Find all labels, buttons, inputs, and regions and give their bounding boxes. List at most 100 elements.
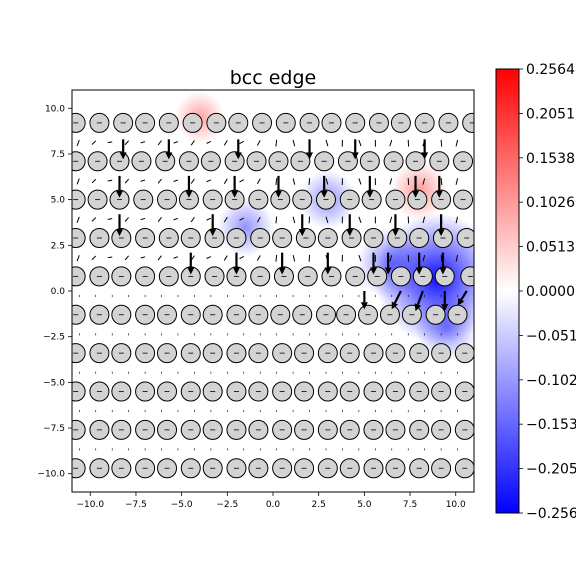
x-tick-label: −2.5 bbox=[216, 500, 238, 510]
y-tick-label: 2.5 bbox=[51, 241, 65, 251]
x-tick-label: −7.5 bbox=[125, 500, 147, 510]
small-arrow bbox=[157, 255, 162, 261]
displacement-arrow-head bbox=[116, 229, 124, 237]
small-arrow bbox=[455, 139, 459, 147]
small-arrow bbox=[389, 255, 393, 262]
small-arrow bbox=[76, 216, 80, 223]
small-arrow bbox=[389, 178, 393, 185]
displacement-arrow-head bbox=[346, 229, 354, 237]
small-arrow bbox=[256, 255, 261, 261]
displacement-arrow-head bbox=[324, 267, 332, 275]
displacement-arrow-head bbox=[116, 190, 124, 198]
small-arrow bbox=[157, 178, 162, 184]
small-arrow bbox=[223, 140, 228, 146]
small-arrow bbox=[107, 141, 113, 144]
small-arrow bbox=[91, 140, 97, 145]
atom bbox=[72, 343, 86, 364]
colorbar-tick-label: 0.1538 bbox=[526, 151, 575, 167]
chart-title: bcc edge bbox=[230, 67, 317, 89]
displacement-arrows bbox=[116, 139, 468, 312]
displacement-arrow-head bbox=[366, 190, 374, 198]
small-arrow bbox=[440, 254, 443, 262]
displacement-arrow-head bbox=[234, 152, 242, 160]
small-arrow bbox=[223, 255, 228, 261]
displacement-arrow bbox=[393, 290, 402, 304]
small-arrow bbox=[173, 141, 179, 144]
displacement-arrow-head bbox=[437, 229, 445, 237]
displacement-arrow bbox=[460, 290, 468, 301]
atom bbox=[460, 266, 474, 287]
small-arrow bbox=[455, 216, 459, 224]
displacement-arrow-head bbox=[298, 229, 306, 237]
small-arrow bbox=[325, 139, 329, 147]
small-arrow bbox=[275, 178, 278, 185]
small-arrow bbox=[206, 140, 212, 144]
small-arrow bbox=[358, 216, 362, 223]
small-arrow bbox=[190, 178, 195, 184]
displacement-arrow-head bbox=[187, 267, 195, 275]
x-tick-label: −5.0 bbox=[171, 500, 193, 510]
x-tick-label: 7.5 bbox=[403, 500, 417, 510]
colorbar-tick-label: −0.1026 bbox=[526, 373, 576, 389]
x-tick-label: 5.0 bbox=[357, 500, 372, 510]
small-arrow bbox=[256, 216, 261, 223]
displacement-arrow-head bbox=[457, 297, 465, 306]
small-arrow bbox=[157, 140, 162, 146]
small-arrow bbox=[455, 254, 459, 262]
small-arrow bbox=[422, 254, 426, 262]
small-arrow bbox=[389, 216, 393, 224]
small-arrow bbox=[124, 255, 130, 261]
small-arrow bbox=[256, 140, 261, 146]
small-arrow bbox=[206, 217, 212, 221]
small-arrow bbox=[325, 216, 329, 224]
displacement-arrow-head bbox=[278, 267, 286, 275]
small-arrow bbox=[358, 255, 362, 262]
small-arrow bbox=[223, 178, 228, 185]
small-arrow bbox=[422, 216, 426, 224]
displacement-arrow-head bbox=[391, 301, 399, 310]
small-arrow bbox=[124, 217, 130, 222]
displacement-arrow-head bbox=[414, 303, 422, 312]
displacement-arrow-head bbox=[209, 229, 217, 237]
small-arrow bbox=[440, 139, 443, 147]
displacement-arrow-head bbox=[351, 152, 359, 160]
small-arrow bbox=[124, 178, 130, 184]
colorbar-tick-label: 0.0000 bbox=[526, 284, 575, 300]
atom bbox=[72, 266, 86, 287]
displacement-arrow-head bbox=[119, 152, 127, 160]
small-arrow bbox=[140, 217, 146, 221]
displacement-arrow-head bbox=[439, 267, 447, 275]
displacement-arrow-head bbox=[415, 267, 423, 275]
displacement-arrow bbox=[416, 290, 424, 305]
atom bbox=[72, 112, 86, 133]
displacement-arrow-head bbox=[306, 152, 314, 160]
x-tick-label: 10.0 bbox=[446, 500, 466, 510]
displacement-arrow-head bbox=[232, 267, 240, 275]
small-arrow bbox=[239, 255, 245, 260]
small-arrow bbox=[107, 179, 113, 182]
atom bbox=[72, 189, 86, 210]
small-arrow bbox=[107, 218, 113, 220]
small-arrow bbox=[76, 178, 80, 185]
atom bbox=[72, 419, 86, 440]
y-tick-label: 5.0 bbox=[51, 196, 66, 206]
small-arrow bbox=[173, 217, 179, 221]
small-arrow bbox=[107, 256, 113, 259]
y-tick-label: −2.5 bbox=[43, 333, 65, 343]
y-tick-label: 10.0 bbox=[45, 104, 65, 114]
displacement-arrow-head bbox=[435, 190, 443, 198]
small-arrow bbox=[275, 254, 278, 262]
displacement-arrow-head bbox=[412, 190, 420, 198]
displacement-arrow-head bbox=[185, 190, 193, 198]
colorbar-tick-label: 0.0513 bbox=[526, 240, 575, 256]
atom bbox=[72, 381, 86, 402]
colorbar-tick-label: −0.1538 bbox=[526, 417, 576, 433]
small-arrow bbox=[275, 139, 278, 147]
small-arrow bbox=[292, 254, 296, 262]
small-arrow bbox=[455, 178, 459, 185]
small-arrow bbox=[292, 216, 296, 224]
x-tick-label: −10.0 bbox=[76, 500, 104, 510]
atom bbox=[72, 304, 86, 325]
small-arrow bbox=[325, 178, 329, 185]
small-arrow bbox=[440, 178, 443, 185]
